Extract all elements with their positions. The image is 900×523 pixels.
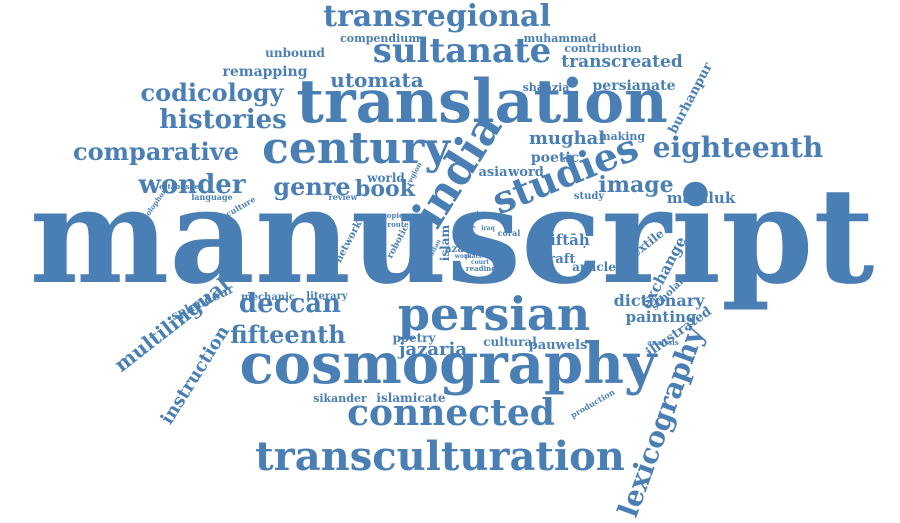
word-poetic: poetic	[531, 150, 579, 166]
word-asia: asia	[478, 165, 508, 180]
word-article: article	[572, 260, 616, 274]
word-unbound: unbound	[265, 46, 325, 60]
word-review: review	[329, 192, 359, 202]
word-utomata: utomata	[330, 68, 423, 92]
word-deccan: deccan	[239, 289, 341, 319]
word-compendium: compendium	[340, 32, 420, 45]
word-codicology: codicology	[141, 78, 285, 107]
word-copies: copies	[383, 211, 408, 220]
word-study: study	[574, 191, 606, 202]
word-islam: islam	[438, 225, 452, 262]
word-pauwels: pauwels	[529, 338, 588, 353]
word-court: court	[471, 259, 489, 266]
word-mamluk: mamluk	[667, 189, 736, 207]
word-transculturation: transculturation	[255, 433, 625, 480]
word-histories: histories	[159, 105, 287, 135]
word-persianate: persianate	[593, 78, 676, 94]
word-mughal: mughal	[529, 128, 605, 149]
word-transregional: transregional	[323, 0, 551, 34]
word-work: work	[454, 253, 472, 260]
word-word: word	[507, 165, 544, 180]
word-coral: coral	[498, 228, 521, 238]
word-book: book	[355, 176, 416, 202]
word-contribution: contribution	[564, 42, 641, 55]
word-painting: painting	[626, 308, 697, 326]
word-wonder: wonder	[137, 170, 245, 200]
word-fifteenth: fifteenth	[230, 320, 345, 349]
word-translation: translation	[296, 67, 667, 137]
word-eighteenth: eighteenth	[653, 131, 824, 164]
word-image: image	[598, 172, 673, 198]
word-sultanate: sultanate	[373, 31, 552, 71]
word-literary: literary	[306, 291, 349, 302]
word-cultural: cultural	[483, 335, 537, 349]
word-poetry: poetry	[393, 331, 437, 345]
word-comparative: comparative	[73, 137, 239, 166]
word-making: making	[599, 130, 646, 143]
word-jazaria: jazaria	[397, 339, 467, 360]
word-mechanic: mechanic	[241, 292, 295, 303]
word-cosmography: cosmography	[240, 331, 658, 397]
word-craft: craft	[541, 252, 576, 267]
word-manuscript: manuscript	[30, 159, 875, 314]
word-azad: azad	[445, 244, 471, 255]
word-persian: persian	[398, 287, 590, 341]
word-islamicate: islamicate	[376, 391, 446, 405]
word-iran: iran	[476, 209, 492, 218]
word-language: language	[191, 192, 232, 202]
word-shahzia: shahzia	[523, 81, 570, 94]
word-analysis: analysis	[647, 338, 678, 347]
word-muhammad: muhammad	[524, 32, 597, 45]
word-reading: reading	[466, 264, 496, 273]
word-establishes: establishes	[159, 182, 203, 191]
word-transcreated: transcreated	[561, 52, 683, 72]
word-connected: connected	[347, 392, 555, 434]
word-dictionary: dictionary	[614, 291, 706, 310]
word-route: route	[387, 220, 409, 229]
word-remapping: remapping	[222, 64, 307, 80]
word-miftah: miftāḥ	[534, 231, 590, 249]
word-world: world	[366, 171, 405, 185]
word-century: century	[262, 123, 451, 174]
word-genre: genre	[273, 172, 350, 201]
word-iraq: iraq	[481, 225, 495, 232]
word-place: place	[465, 253, 483, 260]
word-sikander: sikander	[313, 392, 367, 405]
